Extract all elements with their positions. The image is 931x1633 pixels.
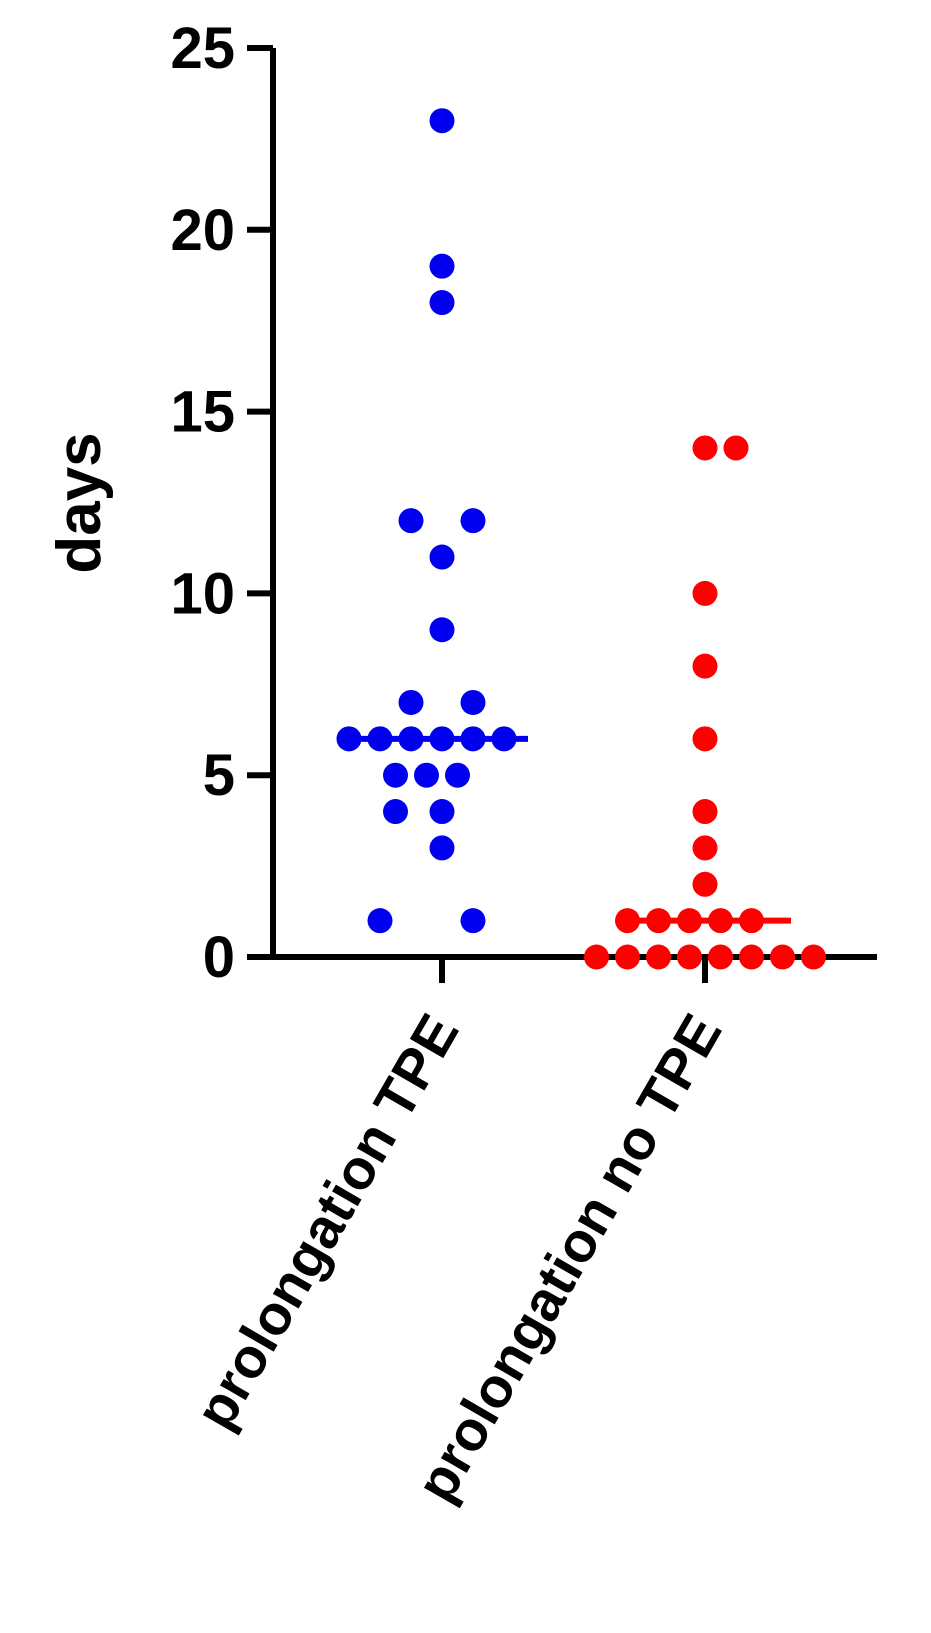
- data-point: [584, 944, 609, 970]
- data-point: [692, 435, 718, 461]
- data-point: [429, 108, 455, 134]
- data-point: [445, 762, 470, 788]
- data-point: [429, 617, 455, 643]
- data-point: [770, 944, 795, 970]
- data-point: [383, 799, 408, 825]
- series-2: [584, 435, 826, 970]
- data-point: [723, 435, 749, 461]
- data-point: [692, 799, 718, 825]
- data-point: [414, 762, 439, 788]
- data-point: [429, 835, 455, 861]
- y-tick-label: 20: [170, 198, 235, 263]
- data-point: [367, 908, 393, 934]
- plot-marks: [336, 108, 826, 970]
- data-point: [429, 253, 455, 279]
- data-point: [429, 290, 455, 316]
- data-point: [692, 835, 718, 861]
- data-point: [692, 580, 718, 606]
- data-point: [692, 726, 718, 752]
- x-category-label: prolongation no TPE: [404, 1004, 734, 1512]
- y-tick-label: 0: [203, 925, 235, 990]
- data-point: [692, 653, 718, 679]
- data-point: [429, 799, 455, 825]
- data-point: [708, 944, 733, 970]
- data-point: [460, 508, 486, 534]
- data-point: [383, 762, 408, 788]
- data-point: [460, 689, 486, 715]
- data-point: [429, 544, 455, 570]
- y-ticks: 0 5 10 15 20 25: [170, 16, 273, 990]
- series-1: [336, 108, 528, 934]
- y-tick-label: 5: [203, 743, 235, 808]
- data-point: [801, 944, 826, 970]
- data-point: [692, 871, 718, 897]
- y-tick-label: 25: [170, 16, 235, 81]
- y-tick-label: 15: [170, 380, 235, 445]
- data-point: [398, 508, 424, 534]
- data-point: [646, 944, 671, 970]
- data-point: [460, 908, 486, 934]
- data-point: [336, 726, 362, 752]
- data-point: [398, 689, 424, 715]
- y-tick-label: 10: [170, 561, 235, 626]
- data-point: [739, 944, 764, 970]
- y-axis: 0 5 10 15 20 25 days: [45, 16, 276, 990]
- y-axis-title: days: [45, 432, 114, 573]
- x-category-label: prolongation TPE: [183, 1004, 471, 1440]
- data-point: [615, 944, 640, 970]
- data-point: [677, 944, 702, 970]
